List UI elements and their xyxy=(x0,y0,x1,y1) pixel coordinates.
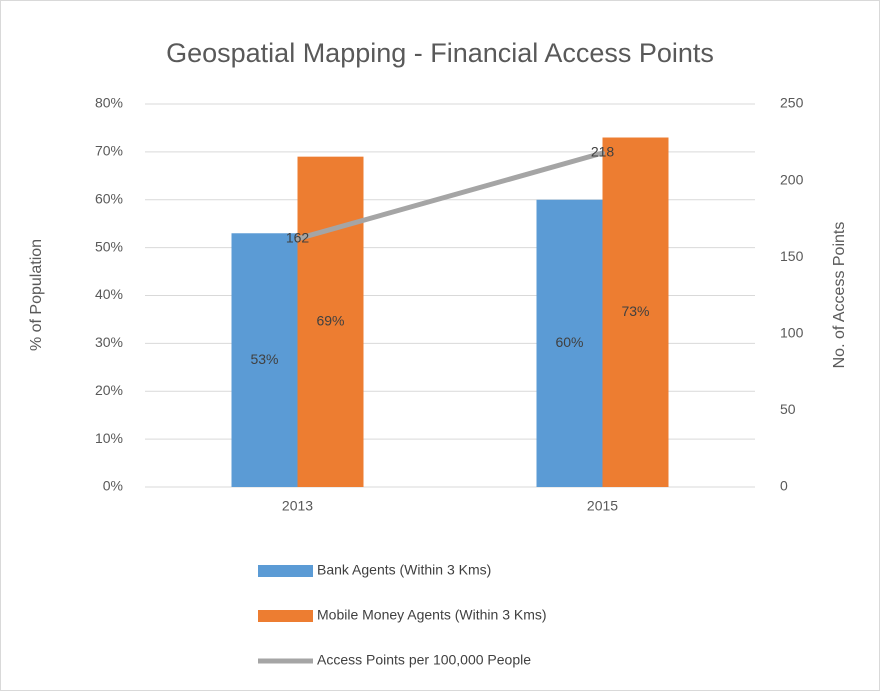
y2-tick-label: 250 xyxy=(780,95,804,111)
y-tick-label: 50% xyxy=(95,238,123,254)
y2-tick-label: 150 xyxy=(780,248,804,264)
y2-tick-label: 200 xyxy=(780,171,804,187)
legend-label: Access Points per 100,000 People xyxy=(317,652,531,668)
legend-swatch xyxy=(258,610,313,622)
legend-swatch xyxy=(258,565,313,577)
legend-label: Bank Agents (Within 3 Kms) xyxy=(317,562,491,578)
bar-value-label: 53% xyxy=(250,351,278,367)
x-tick-label: 2013 xyxy=(282,498,313,514)
y-tick-label: 40% xyxy=(95,286,123,302)
y-tick-label: 20% xyxy=(95,382,123,398)
bar-value-label: 60% xyxy=(555,334,583,350)
y2-tick-label: 0 xyxy=(780,478,788,494)
y-tick-label: 60% xyxy=(95,190,123,206)
y-tick-label: 10% xyxy=(95,430,123,446)
bar xyxy=(231,233,298,487)
line-value-label: 218 xyxy=(591,144,615,160)
line-value-label: 162 xyxy=(286,230,310,246)
y-tick-label: 30% xyxy=(95,334,123,350)
chart-title: Geospatial Mapping - Financial Access Po… xyxy=(166,38,714,68)
y-axis-title: % of Population xyxy=(28,239,45,351)
line-series xyxy=(295,150,605,242)
bar xyxy=(602,137,669,487)
bar-value-label: 69% xyxy=(316,313,344,329)
bar xyxy=(536,199,603,487)
y2-tick-label: 50 xyxy=(780,401,796,417)
y2-axis-title: No. of Access Points xyxy=(831,222,848,369)
legend-label: Mobile Money Agents (Within 3 Kms) xyxy=(317,607,547,623)
y-tick-label: 80% xyxy=(95,95,123,111)
bar xyxy=(297,156,364,487)
y-tick-label: 70% xyxy=(95,143,123,159)
x-tick-label: 2015 xyxy=(587,498,618,514)
bar-value-label: 73% xyxy=(621,303,649,319)
y2-tick-label: 100 xyxy=(780,325,804,341)
y-tick-label: 0% xyxy=(103,478,123,494)
